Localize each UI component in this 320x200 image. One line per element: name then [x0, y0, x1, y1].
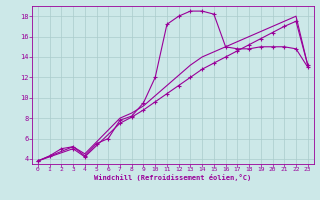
X-axis label: Windchill (Refroidissement éolien,°C): Windchill (Refroidissement éolien,°C)	[94, 174, 252, 181]
